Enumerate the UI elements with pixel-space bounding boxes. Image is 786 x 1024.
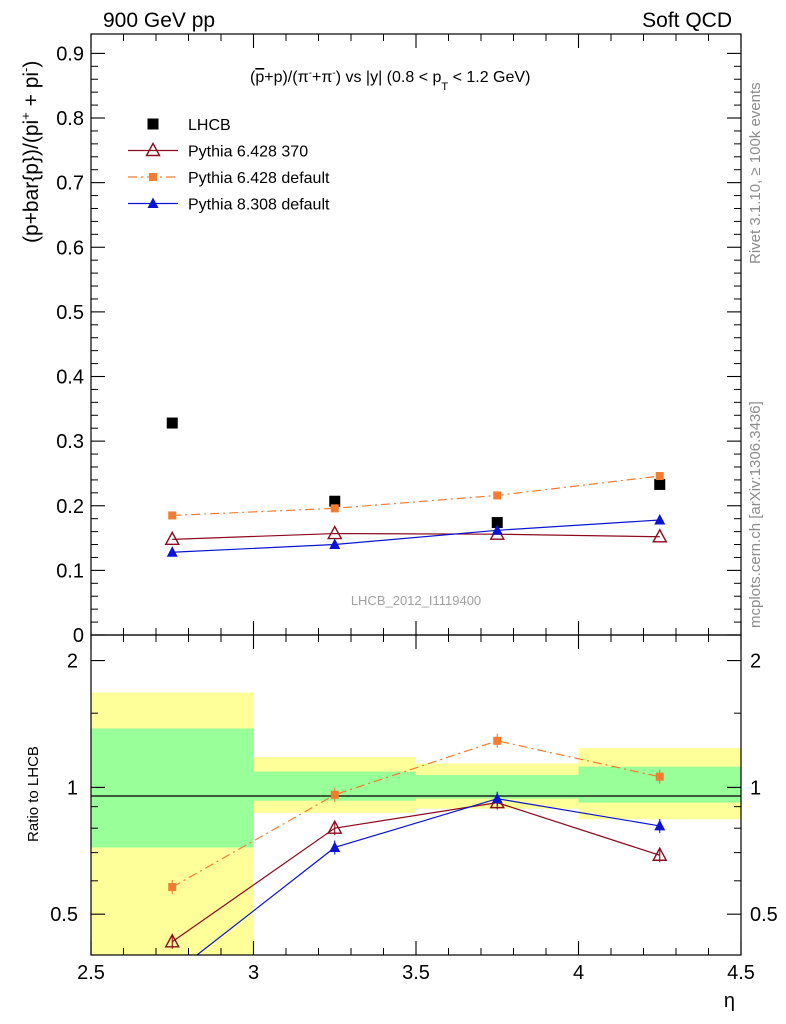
x-tick-label: 2.5 bbox=[77, 962, 105, 984]
x-tick-label: 3.5 bbox=[402, 962, 430, 984]
header-right: Soft QCD bbox=[642, 9, 732, 32]
y-tick-label: 0.9 bbox=[56, 43, 84, 65]
top-series-lines bbox=[172, 475, 660, 553]
x-axis: 2.5 3 3.5 4 4.5 bbox=[77, 34, 755, 984]
point-data bbox=[166, 417, 178, 429]
ratio-y-tick-label: 0.5 bbox=[50, 904, 78, 926]
point-data bbox=[329, 495, 341, 507]
ratio-bands bbox=[91, 692, 741, 955]
y-tick-label: 0.2 bbox=[56, 496, 84, 518]
y-tick-label: 0.6 bbox=[56, 237, 84, 259]
legend-marker-p6_default bbox=[149, 173, 157, 181]
legend-marker-p6_370 bbox=[145, 142, 161, 157]
ratio-point-p6_370 bbox=[164, 933, 180, 948]
header-left: 900 GeV pp bbox=[103, 9, 215, 32]
point-p6_default bbox=[168, 511, 177, 520]
ratio-series-lines bbox=[171, 740, 660, 955]
point-p8_default bbox=[654, 513, 666, 525]
top-title: (p+p)/(π-+π-) vs |y| (0.8 < pT < 1.2 GeV… bbox=[250, 68, 530, 93]
y-tick-label: 0.3 bbox=[56, 431, 84, 453]
top-series-markers bbox=[164, 417, 668, 557]
legend-marker-p8_default bbox=[147, 197, 159, 208]
point-data bbox=[654, 478, 666, 490]
series-line-p6_default bbox=[172, 475, 660, 517]
point-p6_default bbox=[330, 504, 339, 513]
ratio-point-p8_default bbox=[167, 968, 178, 979]
point-p8_default bbox=[166, 546, 178, 557]
legend-label-p8_default: Pythia 8.308 default bbox=[188, 197, 330, 214]
x-tick-label: 3 bbox=[248, 962, 259, 984]
y-tick-label: 0.4 bbox=[56, 367, 84, 389]
ratio-y-tick-label-right: 2 bbox=[750, 651, 761, 673]
ratio-point-p6_default bbox=[330, 790, 339, 799]
y-tick-label: 0 bbox=[73, 625, 84, 647]
ratio-point-p6_370 bbox=[327, 819, 343, 834]
ratio-line-p6_370 bbox=[171, 802, 660, 943]
ratio-line-p8_default bbox=[195, 798, 660, 955]
ratio-y-tick-label: 1 bbox=[67, 777, 78, 799]
ratio-y-axis: 0.5 0.5 1 1 2 2 bbox=[50, 651, 778, 927]
legend-marker-data bbox=[147, 118, 159, 130]
top-y-axis: 0 0.1 0.2 0.3 0.4 0.5 0.6 0.7 0.8 0.9 bbox=[56, 43, 741, 647]
y-tick-label: 0.1 bbox=[56, 560, 84, 582]
analysis-id: LHCB_2012_I1119400 bbox=[351, 593, 481, 608]
y-tick-label: 0.8 bbox=[56, 108, 84, 130]
ratio-point-p6_370 bbox=[652, 846, 668, 861]
point-p6_370 bbox=[652, 528, 668, 543]
ratio-point-p8_default bbox=[654, 819, 666, 831]
mcplots-label: mcplots.cern.ch [arXiv:1306.3436] bbox=[747, 401, 764, 628]
ratio-y-tick-label: 2 bbox=[67, 651, 78, 673]
x-tick-label: 4.5 bbox=[727, 962, 755, 984]
ratio-line-p6_default bbox=[171, 740, 660, 888]
ratio-point-p8_default bbox=[329, 841, 341, 852]
legend-label-data: LHCB bbox=[188, 117, 231, 134]
point-data bbox=[491, 517, 503, 529]
ratio-y-tick-label-right: 0.5 bbox=[750, 904, 778, 926]
point-p8_default bbox=[329, 538, 341, 550]
ratio-y-label: Ratio to LHCB bbox=[25, 746, 42, 842]
point-p6_default bbox=[493, 491, 502, 500]
uncertainty-band-inner bbox=[91, 728, 254, 848]
x-axis-label: η bbox=[724, 990, 735, 1012]
ratio-point-p6_default bbox=[655, 772, 664, 781]
legend-label-p6_370: Pythia 6.428 370 bbox=[188, 144, 308, 161]
ratio-series-markers bbox=[164, 733, 668, 979]
series-line-p6_370 bbox=[172, 532, 660, 540]
series-line-p8_default bbox=[172, 519, 660, 553]
ratio-point-p8_default bbox=[491, 792, 503, 804]
point-p6_370 bbox=[327, 525, 343, 540]
legend-label-p6_default: Pythia 6.428 default bbox=[188, 170, 330, 187]
point-p6_default bbox=[655, 472, 664, 481]
y-tick-label: 0.7 bbox=[56, 173, 84, 195]
top-y-label: (p+bar{p})/(pi+ + pi-) bbox=[18, 61, 43, 243]
ratio-y-tick-label-right: 1 bbox=[750, 777, 761, 799]
ratio-point-p6_default bbox=[168, 883, 177, 892]
point-p6_370 bbox=[164, 530, 180, 546]
legend: LHCB Pythia 6.428 370 Pythia 6.428 default… bbox=[128, 117, 330, 214]
rivet-label: Rivet 3.1.10, ≥ 100k events bbox=[747, 82, 764, 264]
uncertainty-band-inner bbox=[416, 774, 579, 799]
point-p8_default bbox=[491, 524, 503, 535]
y-tick-label: 0.5 bbox=[56, 302, 84, 324]
x-tick-label: 4 bbox=[573, 962, 584, 984]
ratio-point-p6_default bbox=[493, 736, 502, 745]
